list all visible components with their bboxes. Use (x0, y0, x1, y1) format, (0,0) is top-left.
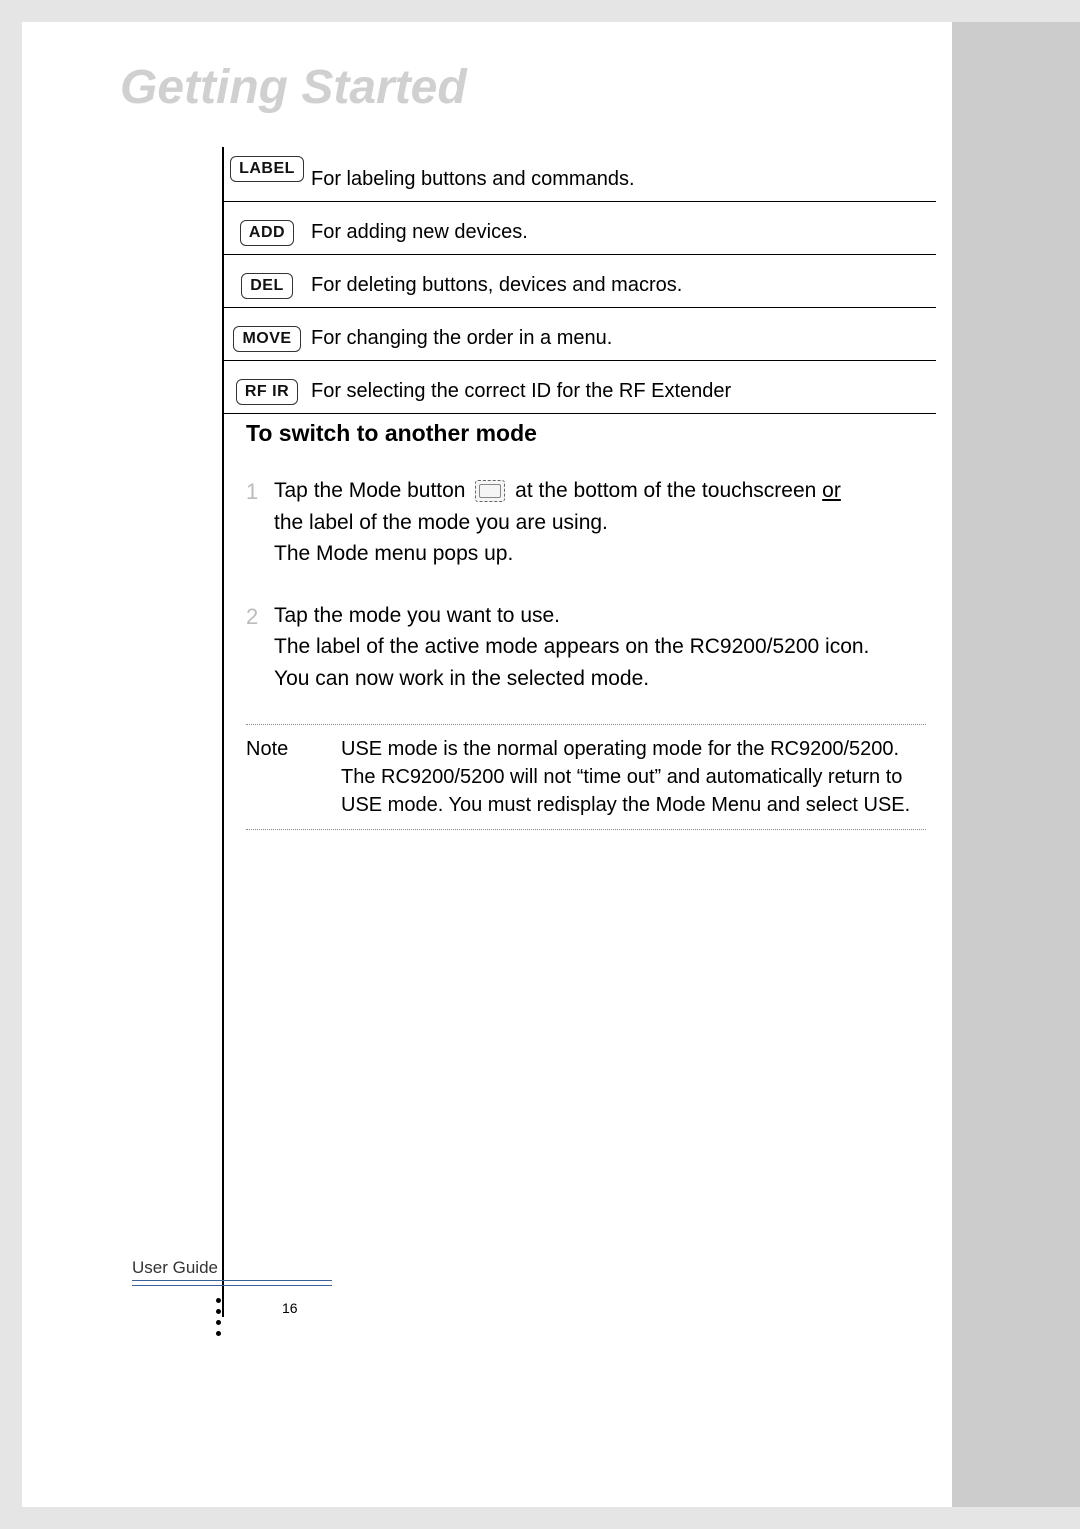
right-sidebar (952, 22, 1080, 1507)
mode-row-del: DEL For deleting buttons, devices and ma… (223, 255, 936, 308)
mode-desc: For changing the order in a menu. (311, 327, 936, 352)
dot-icon (216, 1298, 221, 1303)
mode-button-move: MOVE (233, 326, 300, 352)
mode-button-del: DEL (241, 273, 293, 299)
mode-icon (475, 480, 505, 502)
step1-text-c: the label of the mode you are using. (274, 511, 608, 534)
mode-table: LABEL For labeling buttons and commands.… (223, 150, 936, 414)
step2-line2: The label of the active mode appears on … (274, 635, 869, 658)
step1-or: or (822, 479, 841, 502)
step-1: 1 Tap the Mode button at the bottom of t… (246, 475, 926, 570)
mode-row-rfir: RF IR For selecting the correct ID for t… (223, 361, 936, 414)
step-2: 2 Tap the mode you want to use. The labe… (246, 600, 926, 695)
footer-dots (216, 1298, 221, 1336)
mode-button-label: LABEL (230, 156, 304, 182)
step1-text-d: The Mode menu pops up. (274, 542, 513, 565)
step-number: 1 (246, 475, 274, 570)
step1-text-b: at the bottom of the touchscreen (509, 479, 822, 502)
section-heading: To switch to another mode (246, 420, 926, 447)
footer-line (132, 1280, 332, 1281)
mode-desc: For selecting the correct ID for the RF … (311, 380, 936, 405)
page-container: Getting Started LABEL For labeling butto… (22, 22, 952, 1507)
mode-row-move: MOVE For changing the order in a menu. (223, 308, 936, 361)
dot-icon (216, 1331, 221, 1336)
step2-line1: Tap the mode you want to use. (274, 604, 560, 627)
dot-icon (216, 1309, 221, 1314)
mode-row-label: LABEL For labeling buttons and commands. (223, 150, 936, 202)
mode-button-rfir: RF IR (236, 379, 298, 405)
step-number: 2 (246, 600, 274, 695)
step-body: Tap the mode you want to use. The label … (274, 600, 926, 695)
footer-guide-label: User Guide (132, 1258, 218, 1278)
dot-icon (216, 1320, 221, 1325)
instructions-section: To switch to another mode 1 Tap the Mode… (246, 420, 926, 830)
step2-line3: You can now work in the selected mode. (274, 667, 649, 690)
page-title: Getting Started (120, 60, 467, 115)
step-body: Tap the Mode button at the bottom of the… (274, 475, 926, 570)
note-block: Note USE mode is the normal operating mo… (246, 724, 926, 830)
mode-row-add: ADD For adding new devices. (223, 202, 936, 255)
mode-desc: For labeling buttons and commands. (311, 168, 936, 193)
mode-desc: For deleting buttons, devices and macros… (311, 274, 936, 299)
mode-button-add: ADD (240, 220, 294, 246)
mode-desc: For adding new devices. (311, 221, 936, 246)
note-label: Note (246, 735, 341, 819)
step1-text-a: Tap the Mode button (274, 479, 471, 502)
footer-line (132, 1285, 332, 1286)
page-number: 16 (282, 1300, 298, 1316)
note-body: USE mode is the normal operating mode fo… (341, 735, 926, 819)
